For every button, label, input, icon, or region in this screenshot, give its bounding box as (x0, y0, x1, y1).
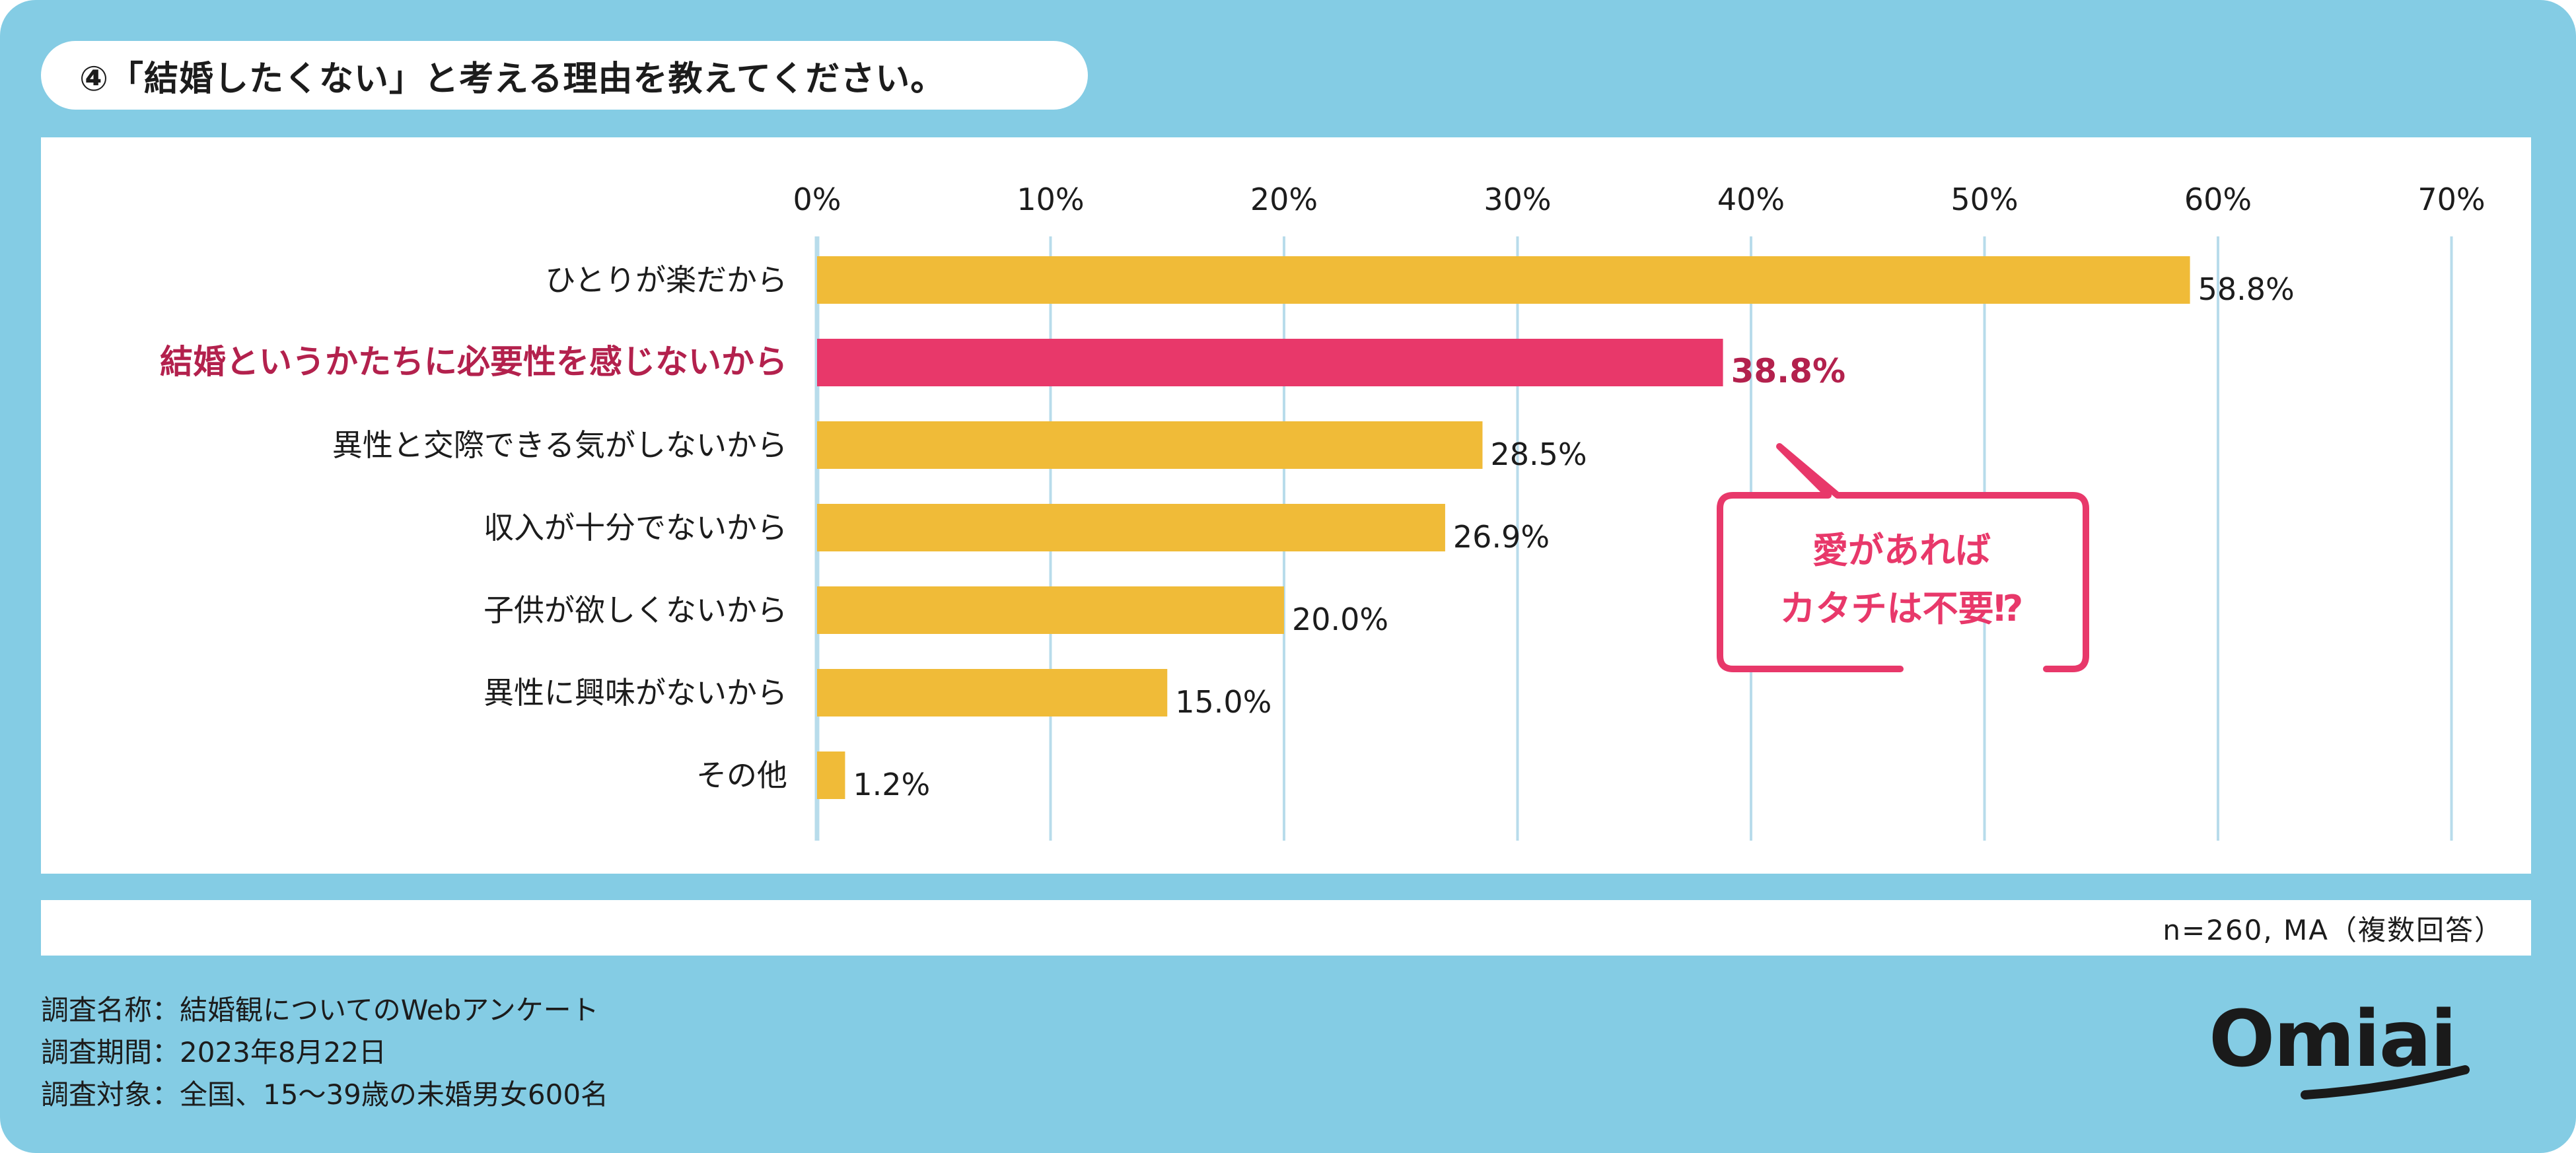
callout-bubble: 愛があれば カタチは不要⁉ (1717, 443, 2089, 672)
bars: ひとりが楽だから 58.8% 結婚というかたちに必要性を感じないから 38.8% 異性と… (160, 256, 2295, 802)
tick-label-10: 10% (1017, 182, 1084, 217)
omiai-logo: Omiai (2209, 993, 2470, 1100)
value-label-4: 20.0% (1292, 602, 1388, 637)
tick-label-70: 70% (2417, 182, 2485, 217)
chart-title: ④「結婚したくない」と考える理由を教えてください。 (41, 41, 1088, 110)
survey-period: 調査期間：2023年8月22日 (41, 1036, 387, 1068)
bar-chart: 0% 10% 20% 30% 40% 50% 60% 70% ひとりが楽だから 58.8% 結婚と… (160, 182, 2486, 841)
survey-target: 調査対象：全国、15～39歳の未婚男女600名 (41, 1078, 609, 1111)
value-label-1: 38.8% (1731, 352, 1845, 390)
bar-5 (817, 669, 1168, 716)
category-label-6: その他 (696, 757, 787, 793)
category-label-2: 異性と交際できる気がしないから (332, 427, 787, 463)
bar-4 (817, 586, 1284, 634)
sample-note-panel: n=260, MA（複数回答） (41, 900, 2531, 956)
value-label-0: 58.8% (2198, 271, 2295, 307)
value-label-6: 1.2% (853, 767, 930, 802)
tick-label-0: 0% (793, 182, 841, 217)
category-label-3: 収入が十分でないから (483, 510, 787, 545)
callout-line-1: 愛があれば (1812, 530, 1991, 571)
tick-label-60: 60% (2184, 182, 2252, 217)
omiai-logo-swoosh (2301, 1065, 2470, 1100)
callout-outline (1717, 443, 2089, 672)
tick-label-20: 20% (1250, 182, 1318, 217)
bar-0 (817, 256, 2190, 304)
tick-label-40: 40% (1717, 182, 1785, 217)
value-label-2: 28.5% (1490, 437, 1587, 472)
callout-line-2: カタチは不要⁉ (1780, 588, 2024, 629)
survey-info: 調査名称：結婚観についてのWebアンケート 調査期間：2023年8月22日 調査… (41, 989, 608, 1116)
category-label-0: ひとりが楽だから (545, 262, 787, 298)
bar-1 (817, 339, 1723, 386)
category-label-1: 結婚というかたちに必要性を感じないから (160, 343, 787, 381)
survey-name: 調査名称：結婚観についてのWebアンケート (41, 994, 599, 1026)
omiai-logo-text: Omiai (2209, 993, 2456, 1084)
bar-6 (817, 751, 845, 799)
chart-panel: 0% 10% 20% 30% 40% 50% 60% 70% ひとりが楽だから 58.8% 結婚と… (41, 137, 2531, 874)
category-label-5: 異性に興味がないから (483, 675, 787, 711)
bar-3 (817, 504, 1445, 551)
category-label-4: 子供が欲しくないから (483, 592, 787, 628)
gridlines: 0% 10% 20% 30% 40% 50% 60% 70% (793, 182, 2486, 841)
value-label-5: 15.0% (1175, 684, 1271, 720)
tick-label-30: 30% (1484, 182, 1551, 217)
sample-note: n=260, MA（複数回答） (2163, 913, 2503, 946)
tick-label-50: 50% (1950, 182, 2018, 217)
value-label-3: 26.9% (1453, 519, 1550, 555)
bar-2 (817, 421, 1483, 469)
